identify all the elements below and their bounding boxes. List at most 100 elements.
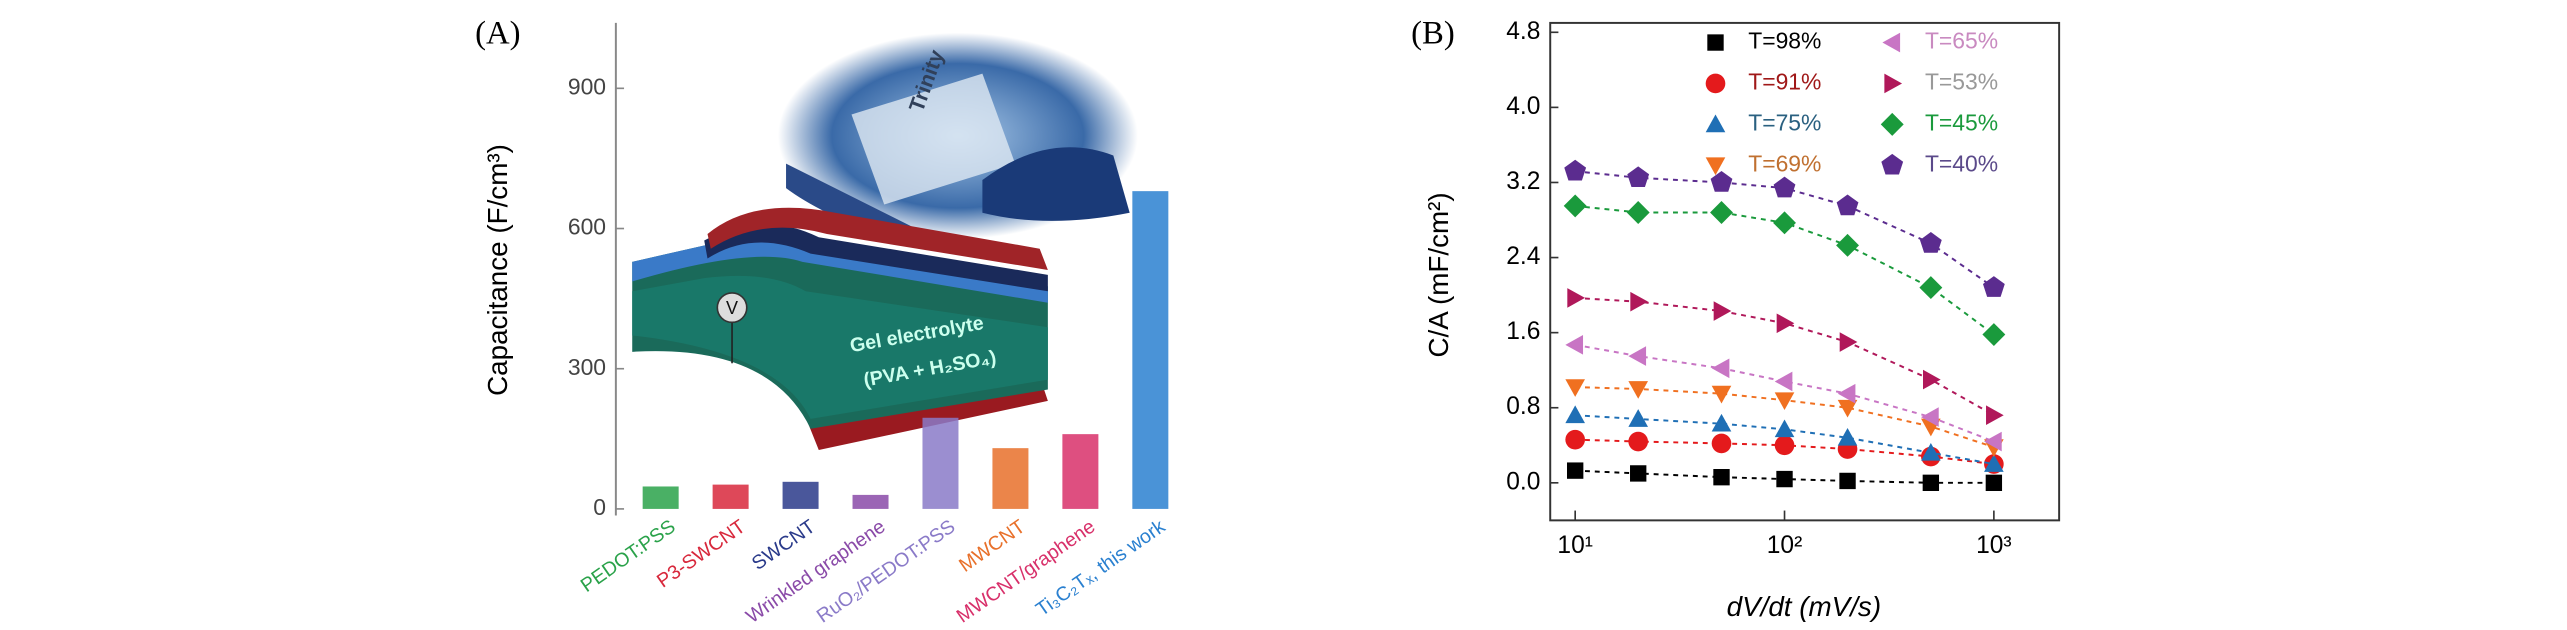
marker	[1713, 469, 1730, 486]
marker	[1630, 291, 1649, 312]
marker	[1982, 323, 2006, 346]
bar	[1132, 191, 1169, 509]
marker	[1567, 288, 1585, 308]
marker	[1836, 233, 1859, 257]
marker	[1565, 429, 1585, 450]
y-tick-label: 900	[568, 73, 606, 99]
annotation: V	[726, 298, 738, 318]
y-tick-label: 600	[568, 214, 606, 240]
marker	[1565, 379, 1585, 397]
marker	[1711, 358, 1730, 379]
legend-marker	[1881, 153, 1904, 175]
marker	[1919, 276, 1943, 300]
y-tick-label: 1.6	[1506, 318, 1540, 345]
legend-label: T=91%	[1748, 69, 1821, 95]
marker	[1565, 405, 1585, 424]
marker	[1627, 166, 1650, 188]
x-tick-label: 10¹	[1557, 532, 1592, 559]
legend-marker	[1707, 34, 1724, 51]
marker	[1773, 211, 1796, 235]
y-tick-label: 0	[593, 494, 606, 520]
marker	[1711, 385, 1732, 404]
marker	[1626, 201, 1650, 224]
marker	[1776, 470, 1793, 488]
bar	[782, 481, 819, 509]
legend-marker	[1705, 73, 1726, 94]
legend-label: T=69%	[1748, 150, 1821, 176]
bar	[852, 494, 889, 509]
x-axis-label: dV/dt (mV/s)	[1727, 591, 1881, 622]
marker	[1628, 381, 1649, 399]
marker	[1628, 409, 1649, 427]
marker	[1837, 427, 1858, 446]
y-tick-label: 3.2	[1506, 168, 1540, 195]
marker	[1628, 346, 1647, 366]
legend-label: T=45%	[1925, 109, 1998, 135]
marker	[1774, 371, 1793, 392]
marker	[1710, 171, 1733, 192]
x-tick-label: 10³	[1976, 532, 2011, 559]
y-tick-label: 4.8	[1506, 18, 1540, 45]
marker	[1839, 472, 1856, 490]
marker	[1774, 392, 1795, 411]
bar	[922, 417, 959, 509]
marker	[1837, 383, 1856, 404]
bar	[642, 486, 679, 509]
marker	[1922, 474, 1940, 492]
legend-label: T=98%	[1748, 28, 1821, 54]
marker	[1984, 431, 2002, 452]
y-tick-label: 300	[568, 354, 606, 380]
marker	[1565, 335, 1584, 355]
x-tick-label: 10²	[1767, 532, 1802, 559]
marker	[1985, 474, 2003, 492]
y-tick-label: 4.0	[1506, 93, 1540, 120]
marker	[1564, 159, 1587, 181]
marker	[1628, 431, 1649, 452]
marker	[1563, 194, 1587, 218]
marker	[1710, 201, 1733, 224]
marker	[1837, 399, 1858, 418]
y-axis-label: Capacitance (F/cm³)	[482, 144, 513, 396]
marker	[1836, 194, 1859, 216]
marker	[1921, 407, 1939, 427]
marker	[1630, 465, 1647, 482]
y-tick-label: 2.4	[1506, 243, 1540, 270]
bar	[992, 448, 1029, 509]
marker	[1922, 369, 1941, 390]
marker	[1919, 232, 1942, 253]
device-illustration	[632, 207, 1048, 450]
y-axis-label: C/A (mF/cm²)	[1423, 192, 1454, 357]
y-tick-label: 0.8	[1506, 393, 1540, 420]
marker	[1921, 442, 1941, 461]
marker	[1774, 419, 1795, 438]
marker	[1711, 413, 1732, 432]
legend-label: T=75%	[1748, 109, 1821, 135]
marker	[1773, 176, 1796, 198]
legend-label: T=65%	[1925, 28, 1998, 54]
marker	[1713, 301, 1732, 321]
panel-label: (B)	[1411, 16, 1455, 52]
legend-marker	[1882, 32, 1901, 53]
plot-frame	[1549, 21, 2061, 522]
marker	[1986, 405, 2004, 426]
marker	[1774, 435, 1795, 456]
legend-label: T=40%	[1925, 150, 1998, 176]
legend-marker	[1705, 157, 1726, 176]
marker	[1776, 313, 1795, 334]
bar	[1062, 434, 1099, 509]
legend-marker	[1705, 114, 1726, 133]
legend-marker	[1880, 112, 1904, 136]
marker	[1566, 462, 1584, 479]
inset-photo	[777, 32, 1138, 239]
panel-label: (A)	[475, 16, 520, 52]
x-tick-label: Ti₃C₂Tₓ, this work	[1032, 515, 1169, 620]
marker	[1982, 276, 2005, 297]
legend-label: T=53%	[1925, 69, 1998, 95]
bar	[712, 484, 749, 509]
marker	[1839, 332, 1858, 352]
y-tick-label: 0.0	[1506, 468, 1540, 495]
marker	[1984, 454, 2004, 472]
legend-marker	[1884, 73, 1903, 94]
marker	[1711, 433, 1732, 454]
